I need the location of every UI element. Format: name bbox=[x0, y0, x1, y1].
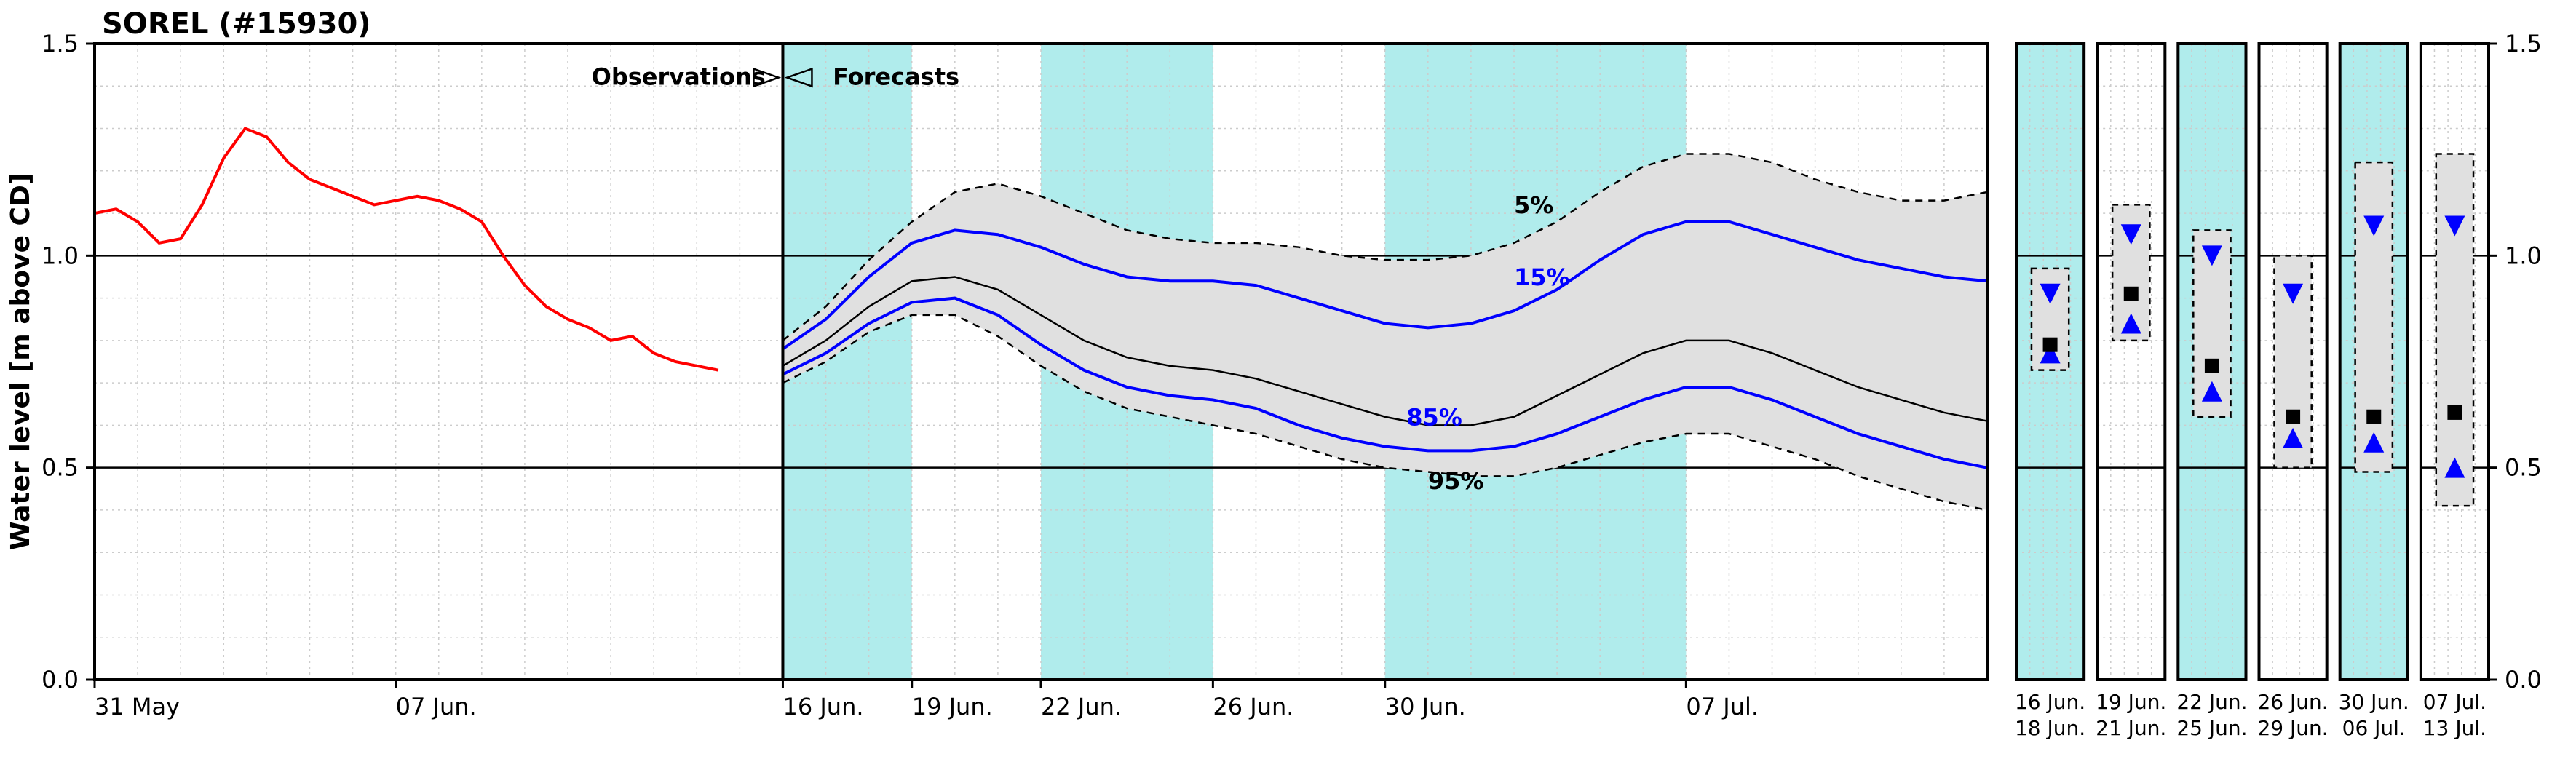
y-tick-label-right: 0.5 bbox=[2505, 454, 2542, 482]
panel-from-label: 30 Jun. bbox=[2339, 690, 2409, 714]
summary-panel: 16 Jun.18 Jun. bbox=[2015, 44, 2085, 740]
summary-panel: 30 Jun.06 Jul. bbox=[2339, 44, 2409, 740]
panel-median-marker bbox=[2366, 410, 2381, 424]
observations-label: Observations bbox=[592, 63, 766, 91]
x-tick-label: 22 Jun. bbox=[1041, 693, 1122, 720]
panel-band bbox=[2355, 162, 2393, 472]
y-tick-label-right: 0.0 bbox=[2505, 666, 2542, 694]
panel-median-marker bbox=[2124, 287, 2139, 301]
panel-from-label: 19 Jun. bbox=[2096, 690, 2166, 714]
panel-median-marker bbox=[2286, 410, 2300, 424]
panel-to-label: 06 Jul. bbox=[2342, 716, 2406, 740]
summary-panel: 22 Jun.25 Jun. bbox=[2176, 44, 2247, 740]
y-tick-label: 1.5 bbox=[41, 30, 79, 57]
x-tick-label: 31 May bbox=[95, 693, 180, 720]
panel-from-label: 26 Jun. bbox=[2257, 690, 2328, 714]
y-tick-label: 1.0 bbox=[41, 242, 79, 269]
panel-to-label: 13 Jul. bbox=[2423, 716, 2486, 740]
y-tick-label-right: 1.5 bbox=[2505, 30, 2542, 57]
x-tick-label: 30 Jun. bbox=[1385, 693, 1466, 720]
pct-label: 85% bbox=[1406, 403, 1462, 431]
x-tick-label: 07 Jun. bbox=[396, 693, 477, 720]
water-level-chart: SOREL (#15930) Observations Forecasts 5% 15%… bbox=[0, 0, 2576, 767]
x-tick-label: 16 Jun. bbox=[782, 693, 863, 720]
x-tick-label: 26 Jun. bbox=[1213, 693, 1293, 720]
pct-label: 15% bbox=[1514, 263, 1570, 291]
y-axis-label: Water level [m above CD] bbox=[6, 173, 36, 551]
x-tick-label: 07 Jul. bbox=[1686, 693, 1759, 720]
panel-from-label: 07 Jul. bbox=[2423, 690, 2486, 714]
forecasts-label: Forecasts bbox=[833, 63, 959, 91]
panel-from-label: 22 Jun. bbox=[2176, 690, 2247, 714]
panel-from-label: 16 Jun. bbox=[2015, 690, 2085, 714]
y-tick-label: 0.5 bbox=[41, 454, 79, 482]
pct-label: 5% bbox=[1514, 191, 1553, 219]
panel-to-label: 18 Jun. bbox=[2015, 716, 2085, 740]
panel-band bbox=[2436, 154, 2473, 506]
panel-to-label: 21 Jun. bbox=[2096, 716, 2166, 740]
panel-to-label: 25 Jun. bbox=[2176, 716, 2247, 740]
y-tick-label-right: 1.0 bbox=[2505, 242, 2542, 269]
chart-title: SOREL (#15930) bbox=[102, 7, 371, 41]
x-tick-label: 19 Jun. bbox=[912, 693, 993, 720]
y-tick-label: 0.0 bbox=[41, 666, 79, 694]
pct-label: 95% bbox=[1428, 467, 1484, 495]
panel-median-marker bbox=[2043, 338, 2058, 352]
panel-median-marker bbox=[2205, 359, 2219, 373]
panel-median-marker bbox=[2447, 405, 2462, 420]
panel-to-label: 29 Jun. bbox=[2257, 716, 2328, 740]
